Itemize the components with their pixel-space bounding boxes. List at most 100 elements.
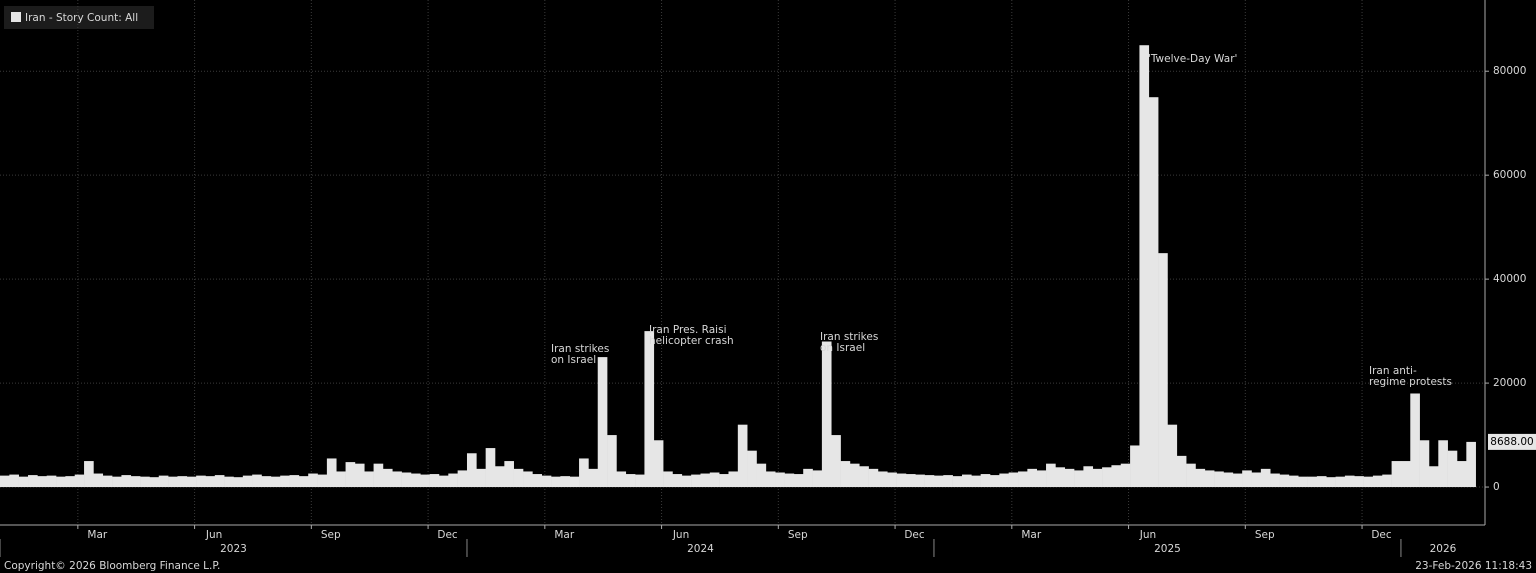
bar (532, 474, 542, 488)
bar (168, 476, 178, 488)
bar (1064, 468, 1075, 488)
bar (270, 476, 281, 488)
bar (1316, 476, 1327, 488)
bar (476, 468, 486, 488)
bar (1410, 393, 1420, 488)
bar (1018, 471, 1028, 488)
bar (373, 463, 384, 488)
x-tick-label: Dec (1371, 529, 1392, 541)
bar (280, 475, 290, 488)
bar (961, 474, 972, 488)
bar (597, 357, 608, 488)
bar (1176, 455, 1187, 488)
x-tick-label: Mar (554, 529, 574, 541)
bar (457, 470, 468, 488)
bar (336, 471, 346, 488)
year-label: 2026 (1430, 543, 1457, 555)
bar (438, 475, 449, 488)
bar (719, 474, 729, 488)
bar (933, 475, 944, 488)
bar (1372, 475, 1383, 488)
bar (382, 468, 393, 488)
bar (93, 473, 104, 488)
year-label: 2023 (220, 543, 247, 555)
bar (1102, 467, 1112, 488)
bar (158, 475, 169, 488)
bar (784, 473, 795, 488)
legend-label: Iran - Story Count: All (25, 12, 138, 24)
bar (560, 476, 571, 488)
bar (112, 476, 122, 488)
bar (943, 475, 953, 488)
annotation: on Israel (820, 342, 865, 354)
bar (653, 440, 664, 488)
footer-right: 23-Feb-2026 11:18:43 (1415, 560, 1532, 572)
bar (513, 468, 524, 488)
x-tick-label: Dec (437, 529, 458, 541)
bar (588, 468, 599, 488)
bar (523, 471, 533, 488)
y-tick-label: 0 (1493, 481, 1500, 493)
year-label: 2024 (687, 543, 714, 555)
annotation: 'Twelve-Day War' (1148, 53, 1237, 65)
bar (915, 474, 925, 488)
bar (709, 472, 720, 488)
bar (672, 474, 683, 488)
bar (1326, 477, 1336, 488)
x-tick-label: Mar (87, 529, 107, 541)
x-tick-label: Jun (672, 529, 689, 541)
bar (728, 471, 739, 488)
bar (410, 473, 421, 488)
bar (46, 475, 57, 488)
bar (1335, 476, 1346, 488)
bar (401, 472, 412, 488)
x-tick-label: Jun (205, 529, 222, 541)
bar (1223, 472, 1234, 488)
year-label: 2025 (1154, 543, 1181, 555)
y-tick-label: 40000 (1493, 273, 1526, 285)
bar (354, 463, 365, 488)
bar (644, 331, 655, 488)
bar (1382, 474, 1392, 488)
x-tick-label: Sep (1255, 529, 1275, 541)
bar (747, 450, 757, 488)
y-tick-label: 20000 (1493, 377, 1526, 389)
bar (859, 466, 869, 488)
bar (1307, 476, 1318, 488)
bar (1055, 467, 1066, 488)
bar (9, 474, 19, 488)
bar (1214, 471, 1224, 488)
legend-box (4, 6, 154, 29)
bar (149, 477, 160, 488)
bar (625, 474, 636, 488)
bar (1438, 440, 1448, 488)
bar (1466, 441, 1476, 488)
bar (1391, 461, 1402, 488)
bar (130, 476, 141, 488)
annotation: regime protests (1369, 376, 1452, 388)
annotation: Iran anti- (1369, 365, 1417, 377)
bar (308, 473, 318, 488)
bar (999, 473, 1009, 488)
bar (504, 461, 514, 488)
bar (1419, 440, 1430, 488)
bar (1130, 445, 1140, 488)
bar (1298, 476, 1308, 488)
bar (812, 470, 823, 488)
bar (793, 474, 804, 488)
bar (1270, 473, 1280, 488)
annotation: Iran Pres. Raisi (649, 324, 726, 336)
bar (635, 474, 645, 488)
bar (756, 463, 767, 488)
bar (1260, 468, 1271, 488)
bar (56, 476, 66, 488)
bar (840, 461, 851, 488)
bar (896, 473, 907, 488)
bar (1344, 475, 1355, 488)
bar (1428, 466, 1439, 488)
bar (121, 475, 132, 488)
y-tick-label: 80000 (1493, 65, 1526, 77)
last-value-label: 8688.00 (1490, 436, 1533, 448)
bar (1167, 424, 1178, 488)
